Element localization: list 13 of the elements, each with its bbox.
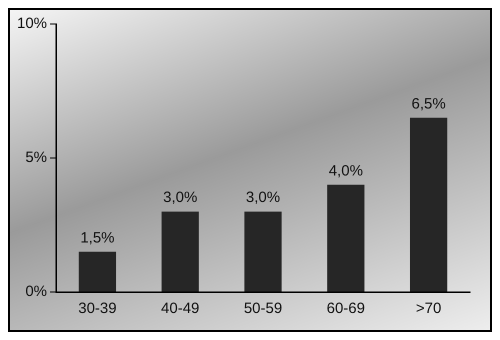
x-tick-label: 60-69 (326, 300, 365, 318)
data-label: 3,0% (246, 189, 280, 206)
x-tick-label: >70 (416, 300, 442, 318)
data-label: 4,0% (328, 162, 363, 180)
y-tick-label: 10% (16, 15, 48, 32)
data-label: 6,5% (412, 95, 446, 112)
x-tick-label: 40-49 (161, 300, 200, 318)
y-tick-label: 0% (25, 283, 48, 300)
x-tick-label: 50-59 (244, 300, 282, 318)
data-label: 1,5% (80, 229, 115, 246)
data-label: 3,0% (163, 189, 198, 206)
y-tick-label: 5% (25, 149, 48, 166)
x-tick-label: 30-39 (78, 300, 117, 318)
